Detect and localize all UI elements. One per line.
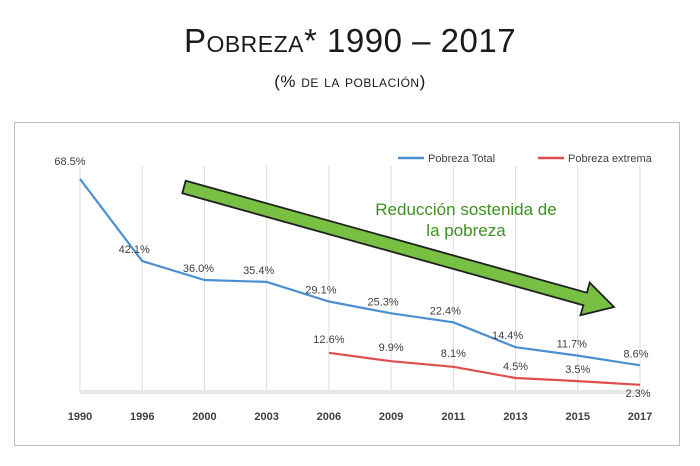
data-label-extrema-2006: 12.6%: [313, 334, 344, 346]
data-label-extrema-2015: 3.5%: [565, 364, 590, 376]
legend-label-pobreza-total: Pobreza Total: [428, 153, 495, 165]
x-tick-label-2009: 2009: [379, 411, 403, 423]
x-tick-label-2006: 2006: [317, 411, 341, 423]
x-tick-label-2011: 2011: [441, 411, 465, 423]
data-label-total-2003: 35.4%: [243, 265, 274, 277]
x-tick-label-2015: 2015: [566, 411, 590, 423]
x-tick-label-1990: 1990: [68, 411, 92, 423]
chart-subtitle: (% de la población): [274, 72, 426, 91]
data-label-extrema-2017: 2.3%: [625, 388, 650, 400]
data-label-extrema-2009: 9.9%: [379, 342, 404, 354]
data-label-total-2011: 22.4%: [430, 305, 461, 317]
data-label-extrema-2011: 8.1%: [441, 348, 466, 360]
data-label-total-2009: 25.3%: [368, 296, 399, 308]
series-line-pobreza-extrema: [328, 351, 641, 386]
x-tick-label-2003: 2003: [254, 411, 278, 423]
data-label-total-1990: 68.5%: [54, 156, 85, 168]
series-line-pobreza-total: [79, 178, 641, 367]
annotation-line-1: Reducción sostenida de: [375, 200, 556, 219]
data-label-total-2015: 11.7%: [557, 339, 588, 351]
x-tick-label-2013: 2013: [503, 411, 527, 423]
data-label-total-2000: 36.0%: [183, 263, 214, 275]
line-chart: 1990 1996 2000 2003 2006 2009 2011 2013 2015 2017…: [54, 153, 653, 423]
data-label-extrema-2013: 4.5%: [503, 361, 528, 373]
x-tick-label-1996: 1996: [130, 411, 154, 423]
data-label-total-2017: 8.6%: [623, 348, 648, 360]
title-suffix: * 1990 – 2017: [304, 22, 517, 59]
legend-label-pobreza-extrema: Pobreza extrema: [568, 153, 653, 165]
title-rest: obreza: [206, 22, 305, 59]
trend-arrow: [181, 179, 616, 317]
title-first-letter: P: [183, 22, 207, 59]
x-tick-label-2000: 2000: [192, 411, 216, 423]
annotation-line-2: la pobreza: [426, 221, 506, 240]
data-label-total-2013: 14.4%: [492, 330, 523, 342]
chart-title: Pobreza* 1990 – 2017: [0, 22, 700, 60]
x-tick-label-2017: 2017: [628, 411, 652, 423]
data-label-total-1996: 42.1%: [119, 244, 150, 256]
data-label-total-2006: 29.1%: [305, 284, 336, 296]
